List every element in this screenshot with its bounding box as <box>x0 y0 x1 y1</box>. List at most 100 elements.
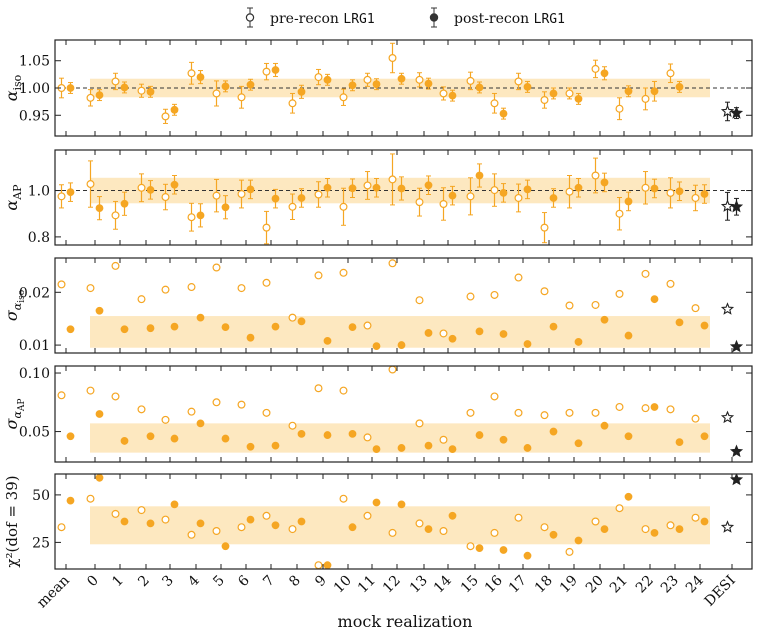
pre-recon-point <box>666 69 675 78</box>
pre-recon-point <box>490 392 499 401</box>
post-recon-point <box>221 323 230 332</box>
post-recon-point <box>549 322 558 331</box>
pre-recon-point <box>439 329 448 338</box>
post-recon-point <box>624 492 633 501</box>
pre-recon-point <box>363 181 372 190</box>
x-tick-label: 16 <box>482 572 506 596</box>
post-recon-point <box>448 91 457 100</box>
pre-recon-point <box>339 494 348 503</box>
pre-recon-point <box>691 414 700 423</box>
pre-recon-point <box>591 64 600 73</box>
legend-label: pre-recon LRG1 <box>270 11 375 27</box>
post-recon-point <box>549 427 558 436</box>
post-recon-point <box>549 89 558 98</box>
desi-pre-recon-star <box>720 104 735 118</box>
post-recon-point <box>66 84 75 92</box>
pre-recon-point <box>288 525 297 534</box>
post-recon-point <box>549 530 558 539</box>
post-recon-point <box>523 185 532 194</box>
panel-frame <box>54 149 753 246</box>
pre-recon-point <box>212 263 221 272</box>
pre-recon-point <box>161 515 170 524</box>
post-recon-point <box>523 444 532 452</box>
pre-recon-point <box>262 278 271 287</box>
pre-recon-point <box>514 513 523 522</box>
pre-recon-point <box>466 542 475 551</box>
pre-recon-point <box>187 530 196 539</box>
pre-recon-point <box>615 104 624 113</box>
x-tick-label: DESI <box>702 573 739 610</box>
post-recon-point <box>146 324 155 333</box>
pre-recon-point <box>490 528 499 537</box>
pre-recon-point <box>161 112 170 121</box>
legend: pre-recon LRG1 post-recon LRG1 <box>245 7 565 28</box>
pre-recon-point <box>514 273 523 282</box>
panel-chi2: 25 50 χ²(dof = 39) <box>3 473 753 570</box>
post-recon-point <box>424 79 433 88</box>
pre-recon-point <box>137 86 146 95</box>
plot-area <box>57 259 744 353</box>
pre-recon-point <box>514 408 523 417</box>
pre-recon-point <box>490 290 499 299</box>
post-recon-point <box>246 333 255 342</box>
x-tick-label: 0 <box>84 573 102 591</box>
pre-recon-point <box>641 94 650 103</box>
pre-recon-point <box>466 408 475 417</box>
pre-recon-point <box>615 289 624 298</box>
legend-marker <box>429 13 439 22</box>
post-recon-point <box>424 441 433 450</box>
y-tick-label: 0.95 <box>19 108 50 124</box>
pre-recon-point <box>388 53 397 62</box>
pre-recon-point <box>57 192 66 201</box>
post-recon-point <box>372 498 381 507</box>
x-tick-label: 21 <box>607 573 631 597</box>
post-recon-point <box>196 73 205 81</box>
pre-recon-point <box>666 279 675 288</box>
post-recon-point <box>372 342 381 351</box>
pre-recon-point <box>262 408 271 417</box>
post-recon-point <box>297 87 306 96</box>
x-tick-label: 4 <box>185 572 203 590</box>
post-recon-point <box>323 183 332 192</box>
post-recon-point <box>397 500 406 509</box>
post-recon-point <box>700 517 709 526</box>
post-recon-point <box>475 171 484 180</box>
post-recon-point <box>196 419 205 428</box>
post-recon-point <box>348 81 357 90</box>
post-recon-point <box>624 331 633 340</box>
pre-recon-point <box>212 526 221 535</box>
y-tick-label: 0.05 <box>19 425 50 441</box>
pre-recon-point <box>439 435 448 444</box>
post-recon-point <box>600 525 609 533</box>
pre-recon-point <box>565 547 574 556</box>
x-tick-label: 13 <box>407 573 431 597</box>
plot-area <box>57 366 744 458</box>
y-tick-label: 1.0 <box>28 184 50 200</box>
post-recon-point <box>675 187 684 196</box>
desi-pre-recon-star <box>720 520 735 533</box>
post-recon-point <box>523 551 532 560</box>
y-axis-label: αiso <box>2 74 24 101</box>
desi-pre-recon-star <box>720 199 735 212</box>
pre-recon-point <box>314 73 323 82</box>
pre-recon-point <box>262 67 271 76</box>
post-recon-point <box>323 336 332 345</box>
pre-recon-point <box>187 407 196 416</box>
post-recon-point <box>95 474 104 482</box>
pre-recon-point <box>691 513 700 522</box>
post-recon-point <box>221 203 230 212</box>
post-recon-point <box>700 432 709 441</box>
legend-label: post-recon LRG1 <box>454 11 565 27</box>
desi-pre-recon-star <box>720 302 735 315</box>
pre-recon-point <box>237 190 246 199</box>
post-recon-point <box>372 445 381 454</box>
post-recon-point <box>448 191 457 200</box>
post-recon-point <box>196 211 205 220</box>
post-recon-point <box>372 183 381 192</box>
post-recon-point <box>271 441 280 450</box>
pre-recon-point <box>466 292 475 301</box>
pre-recon-point <box>388 366 397 374</box>
pre-recon-point <box>86 93 95 102</box>
post-recon-point <box>448 445 457 454</box>
